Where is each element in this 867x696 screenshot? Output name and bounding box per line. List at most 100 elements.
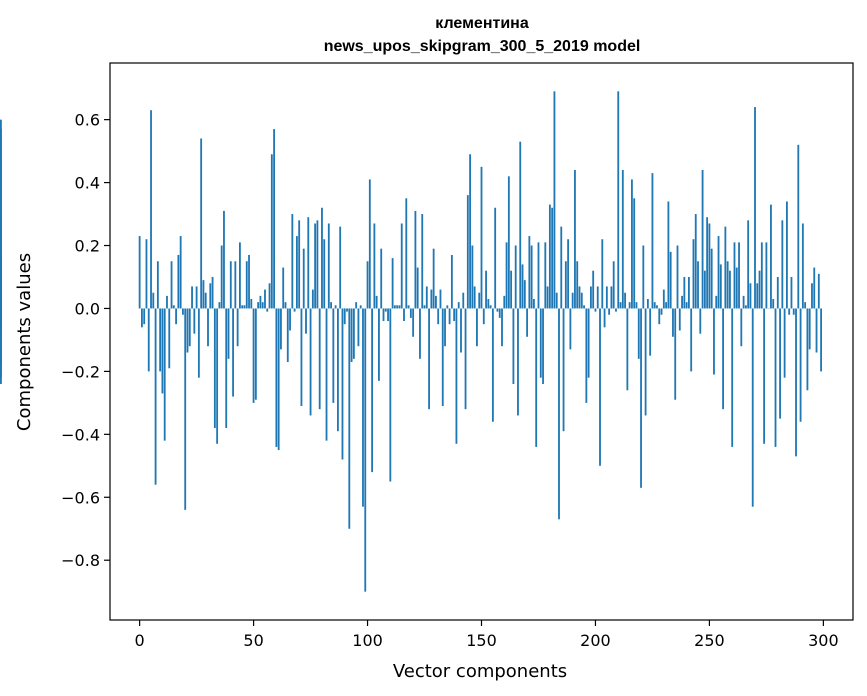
- bar-component-278: [772, 299, 775, 309]
- x-tick-label: 300: [808, 631, 839, 650]
- y-axis-label: Components values: [14, 253, 35, 431]
- bar-component-83: [327, 223, 330, 309]
- bar-component-292: [804, 302, 807, 309]
- bar-component-261: [733, 242, 736, 309]
- bar-component-109: [387, 308, 389, 322]
- bar-component-195: [583, 305, 585, 309]
- y-tick-label: 0.2: [75, 237, 100, 256]
- bar-component-189: [569, 308, 572, 350]
- bar-component-192: [576, 261, 579, 309]
- y-tick-label: −0.6: [61, 488, 100, 507]
- bar-component-44: [239, 242, 241, 309]
- bar-component-134: [444, 308, 446, 347]
- bar-component-250: [708, 223, 711, 309]
- bar-component-4: [147, 308, 150, 372]
- bar-component-124: [421, 214, 424, 309]
- bar-component-75: [309, 308, 312, 416]
- bar-component-247: [701, 169, 704, 309]
- bar-component-146: [471, 245, 474, 309]
- bar-component-58: [270, 154, 273, 309]
- bar-component-176: [539, 308, 542, 378]
- bar-component-237: [678, 308, 681, 331]
- bar-component-283: [783, 308, 786, 378]
- chart-subtitle: news_upos_skipgram_300_5_2019 model: [324, 38, 641, 55]
- bar-component-172: [530, 245, 533, 309]
- bar-component-166: [517, 308, 519, 416]
- bar-component-186: [562, 308, 565, 432]
- bar-component-159: [501, 308, 503, 347]
- bar-component-265: [742, 295, 745, 309]
- bar-component-104: [375, 295, 378, 309]
- bar-component-180: [548, 204, 551, 309]
- x-tick-label: 0: [135, 631, 145, 650]
- bar-component-77: [314, 223, 317, 309]
- bar-component-35: [218, 302, 221, 309]
- bar-component-175: [537, 242, 540, 309]
- bar-component-137: [450, 254, 453, 309]
- bar-component-248: [703, 270, 706, 309]
- bar-component-259: [729, 270, 731, 309]
- bar-component-97: [359, 305, 362, 309]
- bar-component-281: [779, 308, 781, 419]
- bar-component-217: [633, 198, 636, 309]
- bar-component-8: [156, 261, 159, 309]
- bar-component-101: [368, 179, 371, 309]
- bar-component-284: [785, 201, 788, 309]
- bar-component-29: [204, 292, 207, 309]
- bar-component-52: [257, 302, 260, 309]
- bar-component-60: [275, 308, 278, 447]
- bar-component-14: [170, 261, 173, 309]
- y-tick-label: 0.4: [75, 174, 100, 193]
- bar-component-274: [763, 308, 766, 444]
- bar-component-36: [220, 245, 223, 309]
- bar-component-252: [713, 308, 715, 375]
- bar-component-208: [612, 261, 615, 309]
- bar-component-230: [662, 289, 665, 309]
- bar-component-99: [364, 308, 367, 592]
- bar-component-96: [357, 308, 360, 347]
- bar-component-108: [384, 308, 387, 312]
- bar-component-105: [378, 308, 380, 381]
- bar-component-106: [380, 248, 383, 309]
- bar-component-128: [430, 289, 433, 309]
- bar-component-2: [143, 308, 146, 325]
- bar-component-198: [589, 286, 592, 309]
- bar-component-132: [439, 289, 442, 309]
- bar-component-13: [168, 308, 171, 369]
- bar-component-11: [163, 308, 166, 441]
- bar-component-213: [624, 292, 626, 309]
- bar-component-55: [264, 289, 266, 309]
- bar-component-68: [293, 308, 296, 312]
- bar-component-3: [145, 239, 148, 309]
- bar-component-205: [605, 286, 608, 309]
- bar-component-17: [177, 254, 180, 309]
- bar-component-122: [416, 267, 419, 309]
- bar-component-86: [334, 305, 337, 309]
- bar-component-170: [526, 308, 528, 337]
- bar-component-78: [316, 220, 319, 309]
- bar-component-145: [469, 154, 472, 309]
- bar-component-107: [382, 308, 385, 322]
- bar-component-27: [200, 138, 203, 309]
- bar-component-148: [476, 308, 478, 347]
- bar-component-141: [460, 308, 462, 353]
- bar-component-10: [161, 308, 164, 394]
- bar-component-203: [601, 239, 604, 309]
- bar-component-84: [330, 302, 332, 309]
- bar-component-160: [503, 295, 506, 309]
- bar-component-73: [305, 308, 307, 334]
- bar-component-289: [797, 144, 800, 309]
- bar-component-121: [414, 210, 417, 309]
- bar-component-94: [352, 308, 355, 359]
- bar-component-18: [179, 236, 182, 309]
- bar-component-0: [138, 236, 141, 309]
- bar-component-66: [289, 308, 291, 331]
- bar-component-290: [799, 308, 802, 422]
- bar-component-156: [494, 207, 497, 309]
- bar-component-224: [649, 308, 652, 356]
- bar-component-244: [694, 214, 697, 309]
- bar-component-100: [366, 261, 369, 309]
- bar-component-182: [553, 91, 556, 309]
- bar-component-136: [448, 308, 451, 325]
- x-axis-ticks: 0 50 100 150 200 250 300: [135, 620, 839, 650]
